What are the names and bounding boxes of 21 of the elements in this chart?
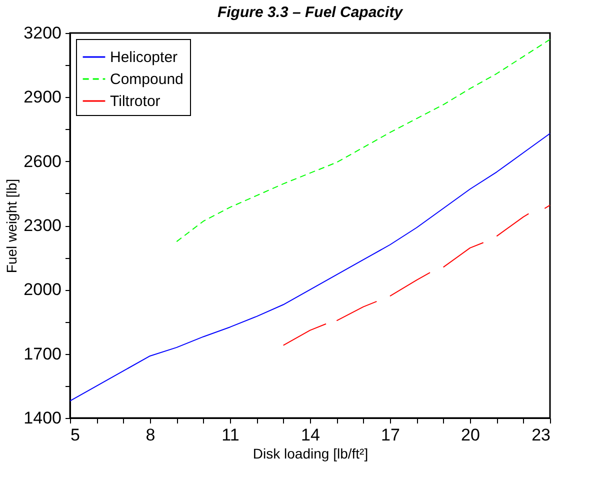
x-tick-label: 17	[381, 426, 400, 444]
chart-title: Figure 3.3 – Fuel Capacity	[217, 4, 404, 21]
x-tick-label: 20	[461, 426, 480, 444]
line-series	[70, 133, 550, 402]
legend-label: Helicopter	[110, 49, 178, 66]
x-axis-title: Disk loading [lb/ft²]	[252, 446, 368, 462]
x-tick-label: 8	[146, 426, 156, 444]
legend-label: Compound	[110, 71, 184, 88]
x-tick-label: 11	[222, 426, 240, 444]
y-tick-label: 2600	[24, 152, 62, 171]
y-tick-label: 1400	[24, 408, 62, 428]
y-tick-label: 2000	[24, 280, 62, 300]
y-tick-label: 1700	[24, 344, 62, 364]
y-tick-label: 3200	[24, 24, 62, 42]
x-tick-label: 14	[301, 426, 320, 444]
x-tick-label: 23	[532, 426, 550, 444]
y-axis-title: Fuel weight [lb]	[4, 178, 20, 274]
y-tick-label: 2300	[24, 216, 62, 235]
y-tick-label: 2900	[24, 88, 62, 107]
legend-label: Tiltrotor	[110, 93, 160, 110]
x-tick-label: 5	[70, 426, 80, 444]
